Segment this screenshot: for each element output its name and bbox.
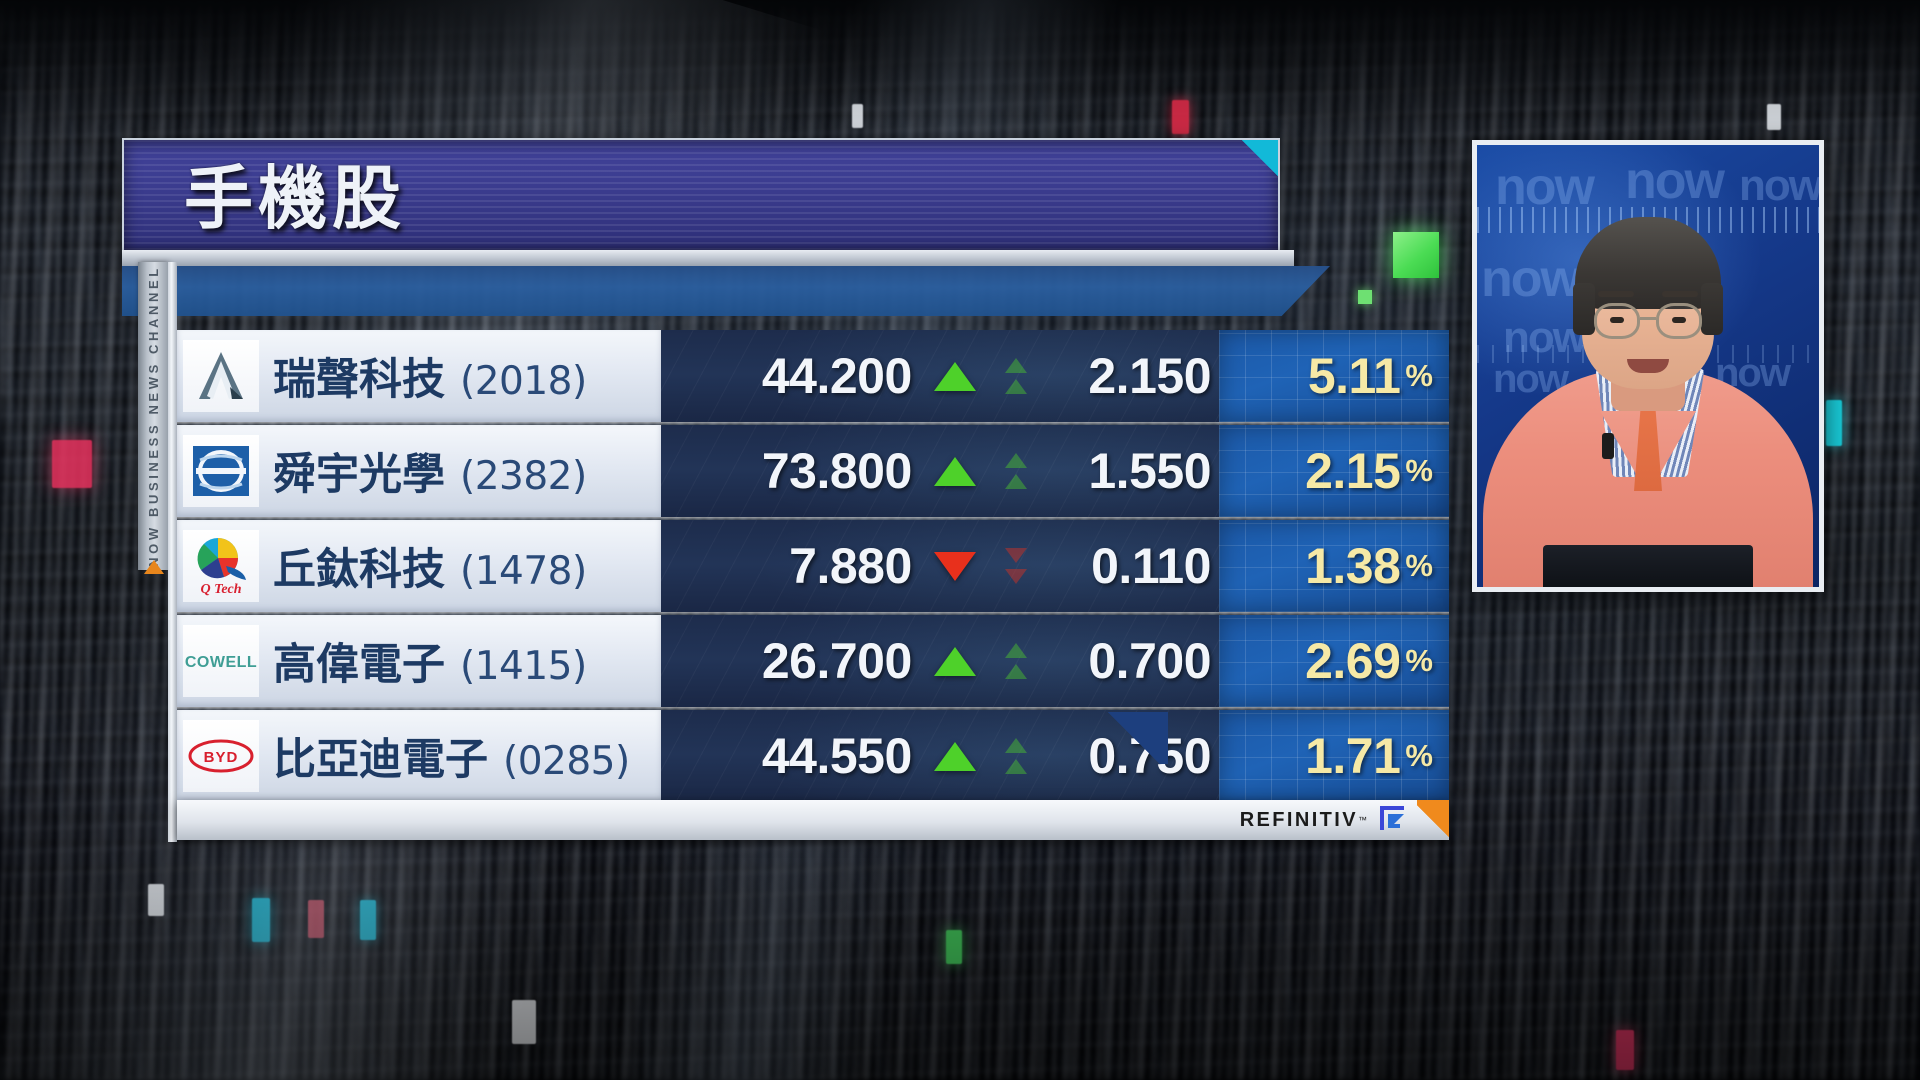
table-row[interactable]: 瑞聲科技 (2018) 44.200 2.150 5.11 % [177,330,1449,425]
lapel-microphone-icon [1602,433,1614,459]
channel-strip: NOW BUSINESS NEWS CHANNEL [138,262,168,570]
refinitiv-wordmark: REFINITIV [1239,808,1358,831]
stock-percent-cell: 1.38 % [1219,520,1449,612]
stock-name: 瑞聲科技 (2018) [273,355,587,405]
svg-text:COWELL: COWELL [185,654,257,671]
channel-strip-post [168,262,177,842]
stock-percent-cell: 2.15 % [1219,425,1449,517]
now-brand-watermark: now [1481,250,1581,308]
stock-price-cell: 73.800 1.550 [661,425,1219,517]
byd-electronic-logo: BYD [183,720,259,792]
cyan-corner-accent-icon [1242,140,1278,176]
channel-name-vertical: NOW BUSINESS NEWS CHANNEL [145,265,161,567]
stock-percent-cell: 5.11 % [1219,330,1449,422]
percent-symbol: % [1405,738,1433,773]
trademark-symbol: ™ [1358,815,1367,825]
now-brand-watermark: now [1495,158,1595,216]
direction-arrow-ghost-icon [989,548,1042,584]
stock-price: 7.880 [789,538,912,594]
stock-price: 73.800 [761,443,912,499]
table-row[interactable]: BYD 比亞迪電子 (0285) 44.550 0.750 1.71 % [177,710,1449,805]
stock-name-cell: Q Tech 丘鈦科技 (1478) [177,520,661,612]
stock-price: 44.550 [761,728,912,784]
data-provider-footer: REFINITIV ™ [177,800,1449,840]
title-banner-background [122,138,1280,250]
table-row[interactable]: 舜宇光學 (2382) 73.800 1.550 2.15 % [177,425,1449,520]
direction-arrow-ghost-icon [989,643,1042,679]
direction-arrow-down-icon [920,551,990,581]
navy-wedge-accent [1104,712,1168,764]
refinitiv-mark-icon [1377,803,1407,838]
stock-percent: 2.15 [1305,443,1401,499]
table-row[interactable]: Q Tech 丘鈦科技 (1478) 7.880 0.110 1.38 % [177,520,1449,615]
stock-name: 高偉電子 (1415) [273,640,587,690]
stock-percent: 1.71 [1305,728,1401,784]
direction-arrow-ghost-icon [989,453,1042,489]
eye-right [1672,317,1686,323]
stock-price: 26.700 [761,633,912,689]
now-brand-watermark: now [1739,161,1819,210]
direction-arrow-ghost-icon [989,358,1042,394]
direction-arrow-ghost-icon [989,738,1042,774]
green-accent-cube-small [1358,290,1372,304]
now-brand-watermark: now [1503,313,1587,362]
svg-text:BYD: BYD [204,749,239,766]
stock-percent: 5.11 [1307,348,1401,404]
green-accent-cube-large [1393,232,1439,278]
stock-price-cell: 26.700 0.700 [661,615,1219,707]
direction-arrow-up-icon [920,456,990,486]
stock-percent-cell: 1.71 % [1219,710,1449,802]
stock-name: 比亞迪電子 (0285) [273,735,630,785]
mouth [1627,359,1669,373]
stock-change: 0.700 [1088,633,1211,689]
percent-symbol: % [1405,453,1433,488]
eyebrow-left [1598,291,1634,297]
stock-price: 44.200 [761,348,912,404]
title-banner-base [122,250,1294,266]
aac-technologies-logo [183,340,259,412]
percent-symbol: % [1405,643,1433,678]
orange-triangle-icon [144,560,164,574]
direction-arrow-up-icon [920,361,990,391]
presenter-video-panel: now now now now now now now now [1472,140,1824,592]
cowell-logo: COWELL [183,625,259,697]
stock-percent: 2.69 [1305,633,1401,689]
percent-symbol: % [1405,358,1433,393]
stock-name-cell: BYD 比亞迪電子 (0285) [177,710,661,802]
sunny-optical-logo [183,435,259,507]
stock-change: 2.150 [1088,348,1211,404]
stock-change: 1.550 [1088,443,1211,499]
direction-arrow-up-icon [920,646,990,676]
stock-price-cell: 7.880 0.110 [661,520,1219,612]
title-banner: 手機股 [122,138,1280,250]
q-tech-logo: Q Tech [183,530,259,602]
stock-percent: 1.38 [1305,538,1401,594]
page-title: 手機股 [184,159,406,239]
stock-name: 丘鈦科技 (1478) [273,545,587,595]
svg-text:Q Tech: Q Tech [200,582,241,597]
title-banner-shelf [122,266,1330,316]
studio-desk [1543,545,1753,587]
stock-name-cell: 舜宇光學 (2382) [177,425,661,517]
direction-arrow-up-icon [920,741,990,771]
stock-quote-table: 瑞聲科技 (2018) 44.200 2.150 5.11 % [177,330,1449,805]
stock-change: 0.110 [1091,538,1211,594]
stock-name-cell: 瑞聲科技 (2018) [177,330,661,422]
orange-corner-accent-icon [1417,800,1449,840]
eyeglasses-bridge [1640,317,1656,320]
now-brand-watermark: now [1625,152,1725,210]
eyebrow-right [1662,291,1698,297]
presenter-video-feed: now now now now now now now now [1477,145,1819,587]
percent-symbol: % [1405,548,1433,583]
stock-name: 舜宇光學 (2382) [273,450,587,500]
table-row[interactable]: COWELL 高偉電子 (1415) 26.700 0.700 2.69 % [177,615,1449,710]
stock-price-cell: 44.200 2.150 [661,330,1219,422]
eye-left [1610,317,1624,323]
stock-percent-cell: 2.69 % [1219,615,1449,707]
stock-name-cell: COWELL 高偉電子 (1415) [177,615,661,707]
